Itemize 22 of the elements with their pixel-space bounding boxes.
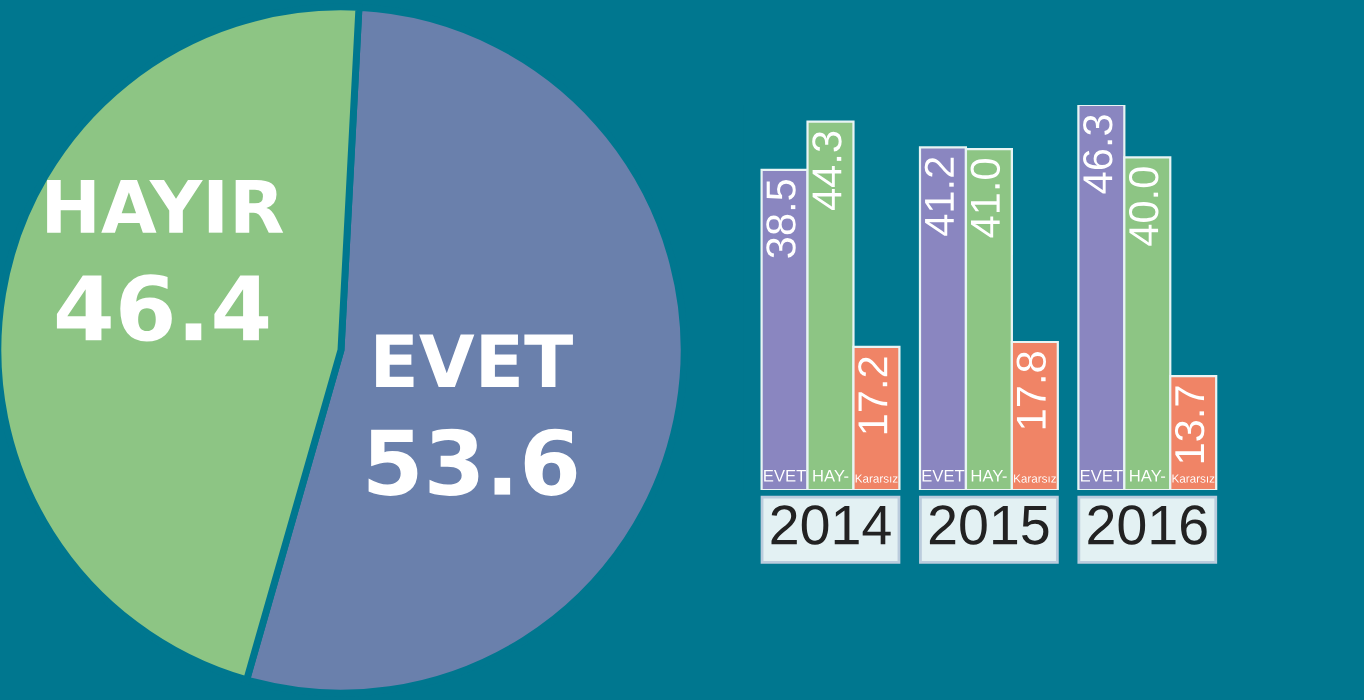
data-label: 41.2: [924, 157, 954, 236]
x-tick-label: 2015: [929, 505, 1049, 545]
data-label: 40.0: [1128, 167, 1159, 246]
data-label: 17.8: [1016, 352, 1047, 429]
series-label: HAY-: [971, 470, 1007, 482]
data-label: 41.0: [970, 159, 1001, 238]
data-label: 44.3: [812, 131, 842, 211]
data-label: 46.3: [1083, 115, 1113, 194]
x-tick-label: 2016: [1088, 505, 1207, 545]
data-label: 13.7: [1174, 386, 1205, 463]
slice-label: EVET: [376, 334, 573, 388]
slice-label: HAYIR: [47, 180, 284, 233]
text: HAY-: [1130, 470, 1166, 482]
text: EVET: [1080, 470, 1123, 482]
text: EVET: [922, 470, 965, 482]
series-label: EVET: [764, 470, 806, 482]
data-label: 53.6: [368, 428, 577, 496]
text: HAY-: [813, 470, 849, 482]
x-tick-label: 2014: [771, 505, 891, 545]
data-label: 38.5: [766, 179, 796, 258]
data-label: 17.2: [858, 357, 888, 434]
data-label: 46.4: [56, 274, 269, 342]
